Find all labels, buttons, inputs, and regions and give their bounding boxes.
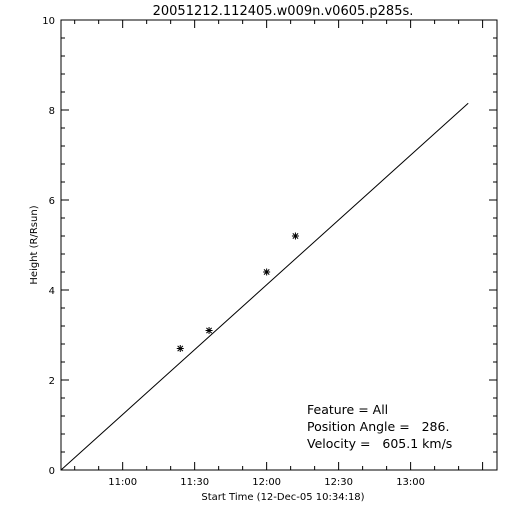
plot-border — [60, 19, 498, 471]
y-tick-label: 2 — [49, 376, 55, 387]
data-point-asterisk — [176, 345, 184, 352]
y-tick-label: 4 — [49, 286, 55, 297]
data-point-asterisk — [263, 268, 271, 276]
x-tick-label: 11:00 — [108, 477, 137, 488]
y-axis-label: Height (R/Rsun) — [29, 205, 40, 284]
x-tick-label: 13:00 — [396, 477, 425, 488]
data-point-asterisk — [205, 327, 213, 334]
plot-frame — [60, 19, 498, 471]
x-tick-label: 12:30 — [324, 477, 353, 488]
data-points — [176, 232, 299, 352]
x-axis-ticks: 11:00 11:30 12:00 12:30 13:00 — [74, 20, 484, 488]
x-axis-label: Start Time (12-Dec-05 10:34:18) — [201, 492, 364, 503]
annotation-box: Feature = All Position Angle = 286. Velo… — [307, 402, 452, 451]
y-tick-label: 8 — [49, 106, 55, 117]
annotation-position-angle: Position Angle = 286. — [307, 419, 449, 434]
y-tick-label: 6 — [49, 196, 55, 207]
y-tick-label: 10 — [42, 16, 55, 27]
annotation-feature: Feature = All — [307, 402, 388, 417]
annotation-velocity: Velocity = 605.1 km/s — [307, 436, 452, 451]
y-tick-label: 0 — [49, 466, 55, 477]
y-axis-ticks: 0 2 4 6 8 10 — [42, 16, 497, 477]
fit-line-group — [60, 102, 469, 471]
x-tick-label: 11:30 — [180, 477, 209, 488]
chart-title: 20051212.112405.w009n.v0605.p285s. — [153, 4, 414, 19]
data-point-asterisk — [291, 232, 299, 240]
x-tick-label: 12:00 — [252, 477, 281, 488]
fit-line — [60, 102, 469, 471]
